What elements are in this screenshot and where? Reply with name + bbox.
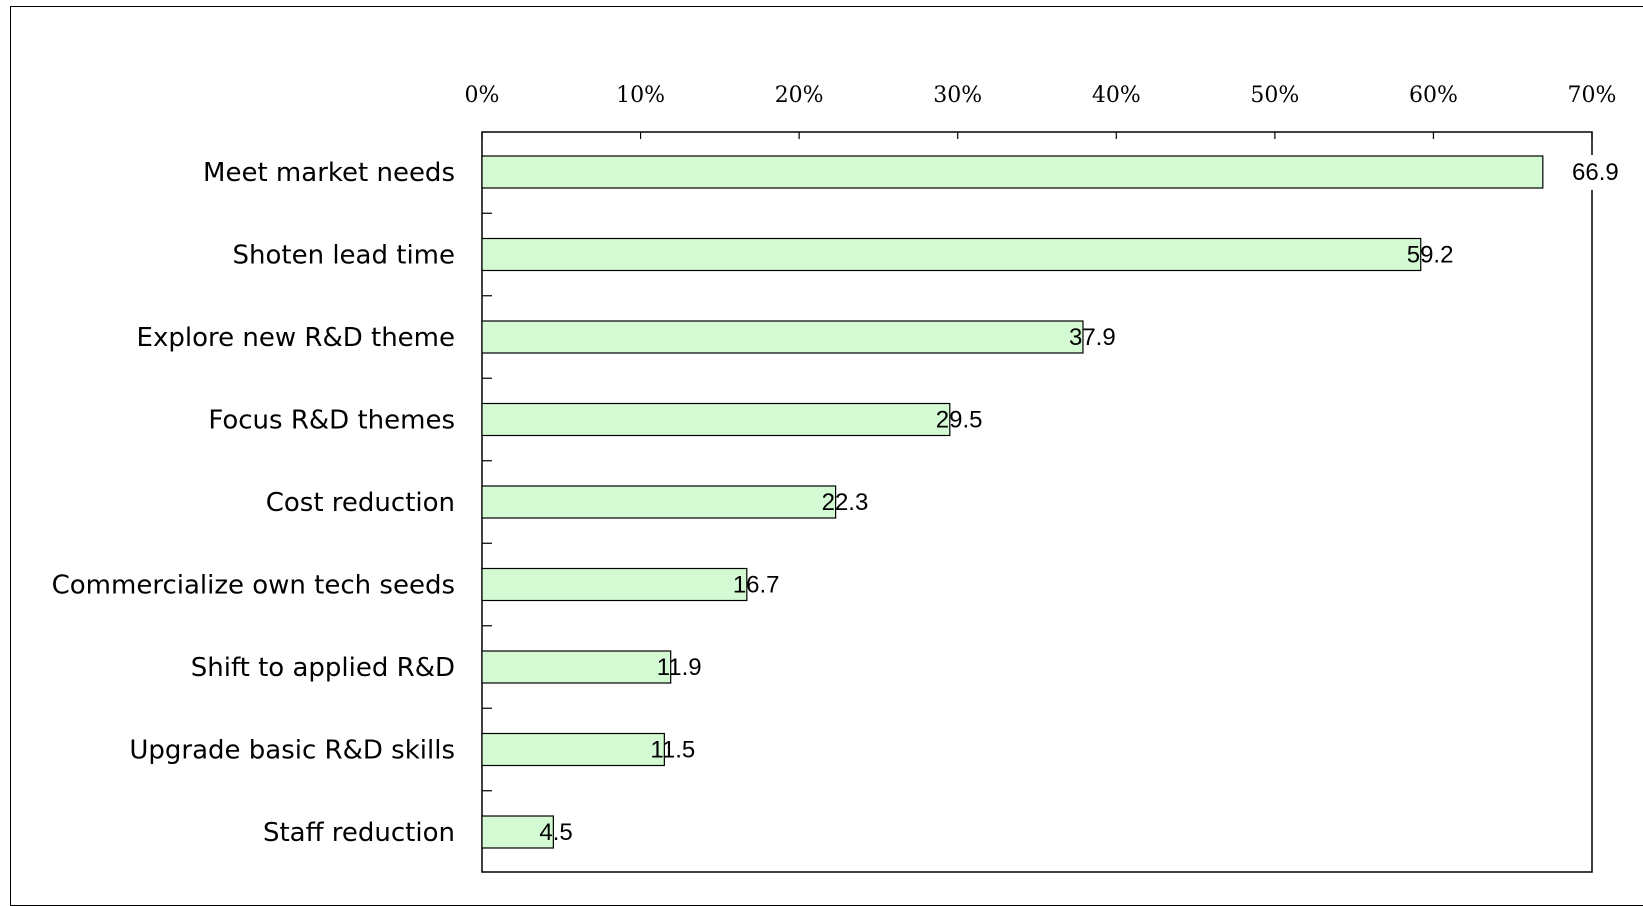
- bar: [481, 402, 951, 437]
- x-tick-label: 10%: [616, 83, 665, 108]
- x-tick-label: 20%: [775, 83, 824, 108]
- category-label: Cost reduction: [266, 488, 455, 518]
- value-label: 11.5: [650, 737, 695, 764]
- value-label: 37.9: [1069, 324, 1116, 351]
- value-label: 29.5: [936, 407, 983, 434]
- bar: [481, 155, 1544, 189]
- category-label: Explore new R&D theme: [137, 323, 455, 353]
- bar: [481, 320, 1084, 354]
- value-label: 16.7: [733, 572, 780, 599]
- bar: [481, 567, 748, 602]
- bar: [481, 650, 672, 684]
- bar: [481, 732, 665, 767]
- x-tick-label: 30%: [933, 83, 982, 108]
- value-label: 11.9: [657, 654, 702, 681]
- category-label: Shoten lead time: [233, 241, 456, 271]
- category-label: Commercialize own tech seeds: [52, 571, 455, 601]
- bar: [481, 485, 837, 519]
- category-label: Staff reduction: [263, 818, 455, 848]
- x-tick-label: 70%: [1568, 83, 1617, 108]
- category-label: Meet market needs: [203, 158, 455, 188]
- category-label: Upgrade basic R&D skills: [129, 736, 455, 766]
- x-tick-label: 50%: [1250, 83, 1299, 108]
- bar: [481, 815, 554, 849]
- value-label: 59.2: [1407, 242, 1454, 269]
- x-tick-label: 40%: [1092, 83, 1141, 108]
- category-label: Shift to applied R&D: [191, 653, 455, 683]
- category-label: Focus R&D themes: [208, 406, 455, 436]
- value-label-background: [1566, 155, 1625, 190]
- value-label: 4.5: [539, 819, 572, 846]
- x-tick-label: 0%: [465, 83, 500, 108]
- value-label: 66.9: [1572, 159, 1619, 186]
- bar: [481, 237, 1422, 272]
- x-tick-label: 60%: [1409, 83, 1458, 108]
- value-label: 22.3: [822, 489, 869, 516]
